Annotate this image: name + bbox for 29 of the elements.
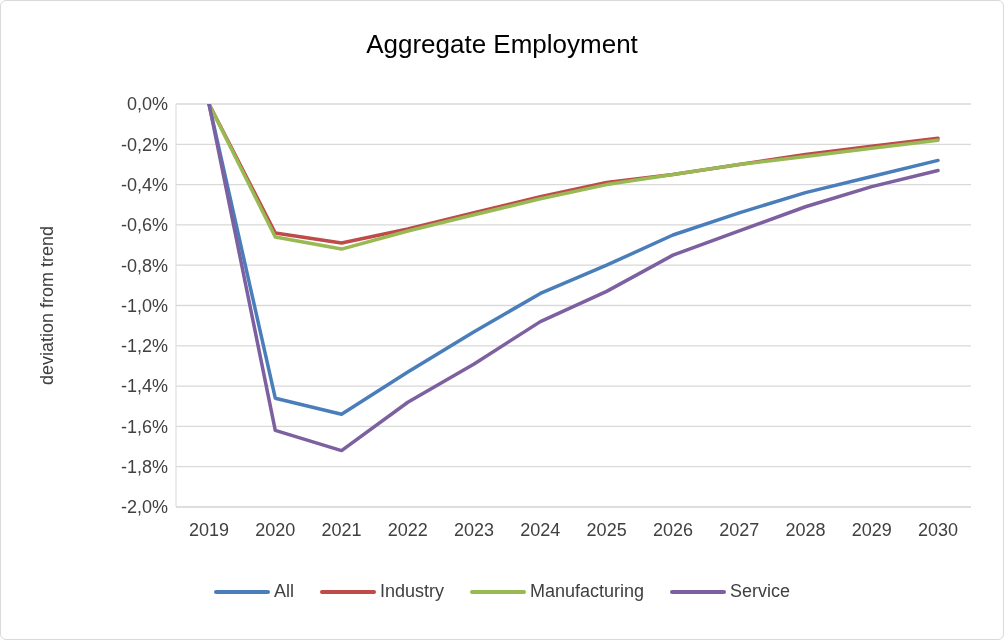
x-tick-label: 2028 — [785, 519, 826, 540]
y-tick-label: -1,4% — [120, 376, 168, 397]
legend-label: Manufacturing — [529, 581, 645, 602]
x-tick-label: 2027 — [719, 519, 760, 540]
legend-label: Service — [730, 581, 791, 602]
y-tick-label: -1,2% — [120, 336, 168, 357]
y-tick-label: -0,8% — [120, 255, 168, 276]
y-axis-title: deviation from trend — [37, 225, 58, 386]
chart-title: Aggregate Employment — [365, 29, 639, 60]
x-tick-label: 2024 — [520, 519, 561, 540]
x-tick-label: 2021 — [321, 519, 362, 540]
y-tick-label: -2,0% — [120, 497, 168, 518]
x-tick-label: 2025 — [586, 519, 627, 540]
x-tick-label: 2029 — [851, 519, 892, 540]
legend-label: Industry — [379, 581, 444, 602]
x-tick-label: 2019 — [188, 519, 230, 540]
y-tick-label: -0,2% — [120, 134, 168, 155]
legend-label: All — [273, 581, 294, 602]
y-tick-label: 0,0% — [126, 94, 168, 115]
y-tick-label: -1,6% — [120, 416, 168, 437]
y-tick-label: -0,6% — [120, 215, 168, 236]
x-tick-label: 2030 — [917, 519, 959, 540]
x-tick-label: 2022 — [387, 519, 428, 540]
x-tick-label: 2020 — [255, 519, 296, 540]
x-tick-label: 2023 — [454, 519, 495, 540]
y-tick-label: -1,8% — [120, 457, 168, 478]
x-tick-label: 2026 — [652, 519, 693, 540]
y-tick-label: -1,0% — [120, 295, 168, 316]
y-tick-label: -0,4% — [120, 174, 168, 195]
